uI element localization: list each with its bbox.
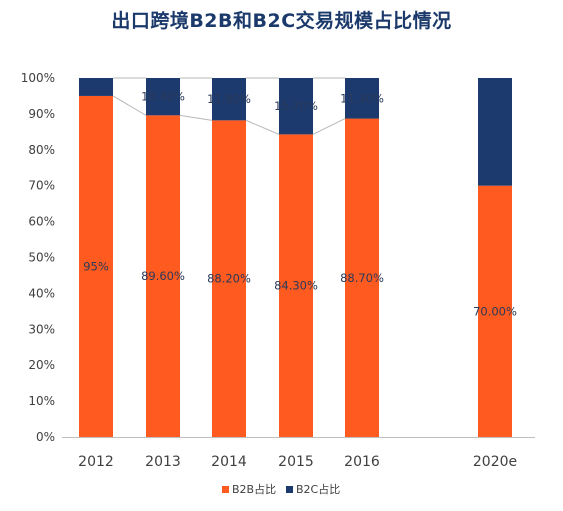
- y-tick-label: 80%: [28, 143, 55, 157]
- bar-b2c: [478, 78, 512, 186]
- x-tick-label: 2015: [278, 454, 314, 470]
- bar-b2c: [279, 78, 313, 135]
- bar-b2c: [79, 78, 113, 96]
- chart-title: 出口跨境B2B和B2C交易规模占比情况: [111, 10, 452, 32]
- y-tick-label: 0%: [36, 430, 55, 444]
- data-labels: 95% 89.60% 10.40% 88.20% 11.80% 84.30% 15.70% 8…: [83, 90, 517, 319]
- y-tick-label: 30%: [28, 322, 55, 336]
- y-tick-label: 100%: [21, 71, 55, 85]
- bar-b2b: [212, 120, 246, 437]
- legend-label: B2B占比: [232, 482, 276, 496]
- data-label-b2b: 89.60%: [141, 269, 185, 283]
- data-label-b2b: 95%: [83, 259, 109, 273]
- x-tick-label: 2020e: [473, 454, 517, 470]
- y-tick-label: 40%: [28, 286, 55, 300]
- data-label-b2c: 11.80%: [207, 92, 251, 106]
- data-label-b2b: 84.30%: [274, 279, 318, 293]
- x-tick-label: 2016: [344, 454, 380, 470]
- y-tick-label: 90%: [28, 107, 55, 121]
- bar-b2c: [146, 78, 180, 116]
- legend-swatch: [222, 486, 229, 493]
- data-label-b2c: 10.40%: [141, 90, 185, 104]
- y-tick-label: 10%: [28, 394, 55, 408]
- x-axis: 2012 2013 2014 2015 2016 2020e: [62, 437, 535, 470]
- bar-b2c: [345, 78, 379, 119]
- data-label-b2b: 88.20%: [207, 272, 251, 286]
- bar-b2b: [279, 134, 313, 437]
- x-tick-label: 2014: [211, 454, 247, 470]
- y-axis: 0% 10% 20% 30% 40% 50% 60% 70% 80% 90% 100%: [21, 71, 55, 444]
- legend-swatch: [286, 486, 293, 493]
- y-tick-label: 60%: [28, 215, 55, 229]
- series-line-b2b-top: [245, 119, 280, 135]
- x-tick-label: 2012: [78, 454, 114, 470]
- series-line-b2b-top: [112, 95, 147, 116]
- series-connector-lines: [112, 77, 346, 135]
- data-label-b2b: 88.70%: [340, 271, 384, 285]
- bar-b2b: [478, 185, 512, 437]
- data-label-b2c: 11.30%: [340, 91, 384, 105]
- y-tick-label: 20%: [28, 358, 55, 372]
- bar-b2b: [79, 95, 113, 437]
- y-tick-label: 70%: [28, 179, 55, 193]
- bar-b2b: [345, 118, 379, 437]
- x-tick-label: 2013: [145, 454, 181, 470]
- series-line-b2b-top: [179, 114, 213, 121]
- series-line-b2b-top: [312, 118, 346, 135]
- data-label-b2b: 70.00%: [473, 304, 517, 318]
- bar-b2c: [212, 78, 246, 121]
- data-label-b2c: 15.70%: [274, 99, 318, 113]
- legend-label: B2C占比: [296, 482, 340, 496]
- legend: B2B占比 B2C占比: [222, 482, 340, 496]
- bars: [79, 78, 512, 437]
- y-tick-label: 50%: [28, 251, 55, 265]
- bar-b2b: [146, 115, 180, 437]
